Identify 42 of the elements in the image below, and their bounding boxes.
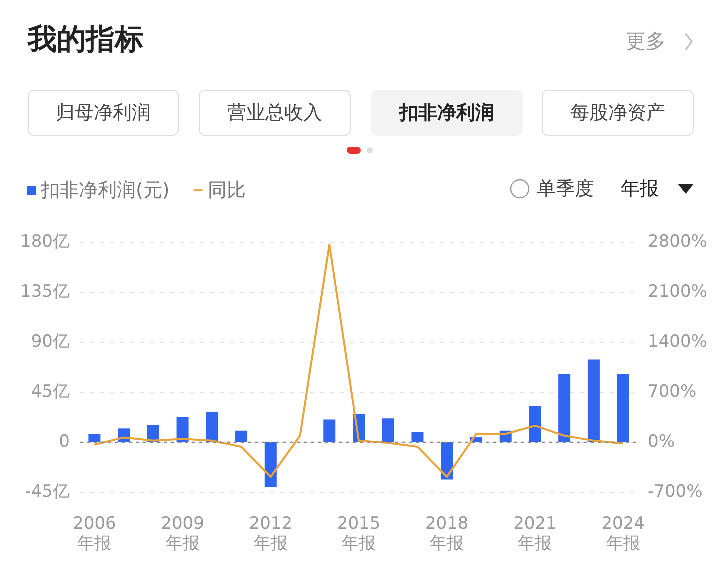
y2-tick-label: 2800%: [648, 232, 708, 252]
text: 扣非净利润: [371, 90, 523, 136]
legend-label: 扣非净利润(元): [40, 180, 170, 202]
y-tick-label: 180亿: [20, 232, 70, 252]
text: 单季度: [537, 177, 594, 202]
chart-title: 我的指标: [28, 21, 144, 58]
x-tick-label: 2024 年报: [602, 514, 645, 554]
bar: [529, 406, 542, 442]
x-tick-label: 2018 年报: [425, 514, 469, 554]
y-tick-label: 45亿: [31, 382, 70, 402]
y-tick-label: 90亿: [31, 332, 70, 352]
x-tick-label: 2009 年报: [161, 514, 204, 554]
x-tick-label: 2012 年报: [249, 514, 293, 554]
text: 每股净资产: [542, 90, 694, 136]
text: 更多: [626, 28, 666, 55]
text: 年报: [621, 177, 659, 202]
y-tick-label: 135亿: [20, 282, 70, 302]
bar: [88, 434, 101, 442]
bar: [617, 374, 630, 442]
bar: [558, 374, 571, 442]
x-tick-label: 2015 年报: [337, 514, 381, 554]
text: 归母净利润: [28, 90, 179, 136]
bar: [441, 442, 454, 480]
y2-tick-label: 1400%: [648, 332, 708, 352]
y-tick-label: -45亿: [25, 482, 70, 502]
x-tick-label: 2021 年报: [514, 514, 557, 554]
y2-tick-label: 0%: [648, 432, 675, 452]
bar: [382, 418, 394, 442]
y2-tick-label: 700%: [648, 382, 697, 402]
y2-tick-label: 2100%: [648, 282, 708, 302]
bar: [324, 420, 336, 442]
bar: [264, 442, 277, 488]
text: 营业总收入: [199, 90, 351, 136]
y-tick-label: 0: [59, 432, 70, 452]
line-series: [94, 244, 624, 478]
bar: [412, 432, 424, 442]
bar: [236, 430, 248, 442]
legend-label: 同比: [208, 180, 246, 202]
bar: [206, 412, 218, 442]
bar: [588, 360, 600, 442]
y2-tick-label: -700%: [648, 482, 703, 502]
x-tick-label: 2006 年报: [73, 514, 116, 554]
